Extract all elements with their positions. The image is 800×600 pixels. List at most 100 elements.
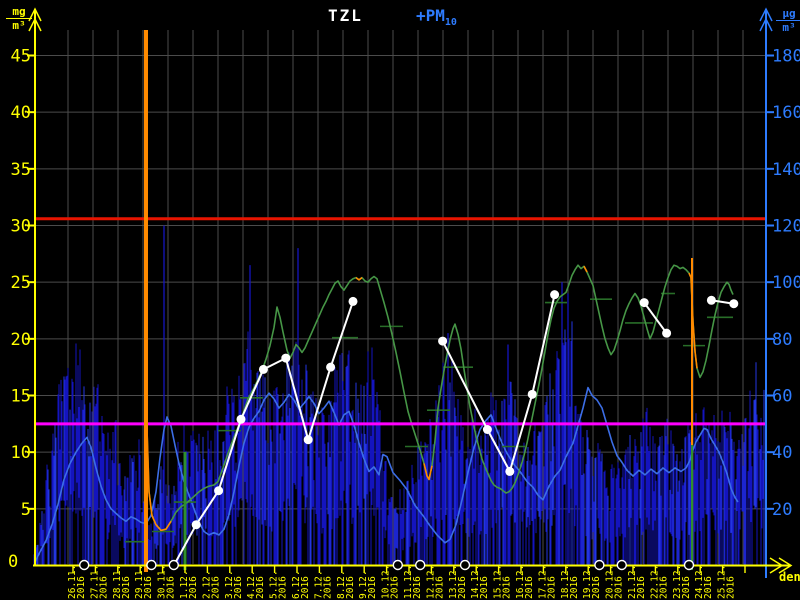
tick-label: 21.12. [627,565,638,599]
tick-label: 22.12. [649,565,660,599]
tick-label: 25.12. [717,565,728,599]
tick-label: 8.12. [336,570,347,599]
daily-average-marker [550,290,560,300]
tick-label: 19.12. [582,565,593,599]
daily-average-marker [258,364,268,374]
x-axis-day-label: den [779,570,800,584]
tick-label: 2016 [300,576,311,599]
tick-label: 45 [11,47,31,67]
tick-label: 2016 [569,576,580,599]
daily-average-marker [214,486,224,496]
event-lines [144,30,693,572]
tick-label: 30.11. [157,565,168,599]
series-tzl-raw-spikes [33,225,765,566]
daily-average-marker [639,298,649,308]
tick-label: 60 [772,387,792,407]
limit-lines [36,217,765,426]
tick-label: 2016 [390,576,401,599]
daily-average-zero-marker [168,559,180,571]
tick-label: 2016 [166,576,177,599]
origin-zero-label: 0 [8,552,19,572]
tick-label: 4.12. [246,570,257,599]
daily-average-marker [348,296,358,306]
tick-label: 14.12. [470,565,481,599]
tick-label: 23.12. [672,565,683,599]
left-axis-unit: mg m³ [6,6,32,31]
daily-average-zero-marker [683,559,695,571]
tick-label: 28.11. [112,565,123,599]
daily-average-zero-marker [146,559,157,571]
daily-average-marker [706,295,716,305]
tick-label: 2016 [502,576,513,599]
daily-average-marker [326,362,336,372]
daily-average-zero-marker [594,559,605,571]
tick-label: 2016 [591,576,602,599]
tick-label: 120 [772,217,800,237]
tick-label: 11.12. [403,565,414,599]
tick-label: 2016 [658,576,669,599]
tick-label: 30 [11,217,31,237]
tick-label: 35 [11,160,31,180]
tick-label: 2016 [210,576,221,599]
tick-label: 2016 [143,576,154,599]
tick-label: 29.11. [134,565,145,599]
tick-label: 100 [772,273,800,293]
daily-average-zero-marker [392,559,403,571]
daily-average-marker [729,299,739,309]
tick-label: 2016 [121,576,132,599]
tick-label: 15 [11,387,31,407]
tick-label: 2016 [546,576,557,599]
tick-label: 2016 [76,576,87,599]
tick-label: 27.11. [89,565,100,599]
tick-label: 2016 [233,576,244,599]
daily-average-zero-marker [78,559,90,571]
daily-average-marker [281,353,291,363]
tick-label: 2016 [457,576,468,599]
tick-label: 1.12. [179,570,190,599]
daily-average-marker [438,336,448,346]
right-axis-unit: µg m³ [776,8,800,33]
tick-label: 2016 [726,576,737,599]
tick-label: 2016 [255,576,266,599]
tick-label: 26.11. [67,565,78,599]
axis-ticks-and-labels: 45 40 35 30 25 20 15 10 5 180 160 140 120 100 80 60 40 20… [11,47,800,600]
tick-label: 5.12. [269,570,280,599]
series-green-continuous [145,264,734,532]
tick-label: 2016 [98,576,109,599]
chart-title: TZL [328,6,363,25]
tick-label: 2016 [614,576,625,599]
tick-label: 2016 [636,576,647,599]
tick-label: 12.12. [425,565,436,599]
tick-label: 2016 [681,576,692,599]
daily-average-marker [303,435,313,445]
tick-label: 20.12. [605,565,616,599]
tick-label: 15.12. [493,565,504,599]
tick-label: 10.12. [381,565,392,599]
tick-label: 17.12. [537,565,548,599]
tick-label: 13.12. [448,565,459,599]
daily-average-zero-marker [459,559,471,571]
tick-label: 20 [11,330,31,350]
tick-label: 160 [772,103,800,123]
tick-label: 9.12. [358,570,369,599]
tick-label: 40 [772,443,792,463]
tick-label: 180 [772,47,800,67]
daily-average-zero-marker [415,559,426,571]
axes [28,7,793,578]
tick-label: 2016 [434,576,445,599]
daily-average-marker [527,389,537,399]
series-daily-average-white [78,290,739,571]
tick-label: 5 [21,500,31,520]
tick-label: 6.12. [291,570,302,599]
daily-average-marker [191,520,201,530]
tick-label: 2016 [479,576,490,599]
tick-label: 7.12. [313,570,324,599]
series-pm10-continuous [34,386,739,563]
tick-label: 3.12. [224,570,235,599]
tick-label: 25 [11,273,31,293]
daily-average-marker [482,425,492,434]
tick-label: 2016 [345,576,356,599]
tick-label: 18.12. [560,565,571,599]
tick-label: 2016 [524,576,535,599]
daily-average-zero-marker [616,559,627,571]
